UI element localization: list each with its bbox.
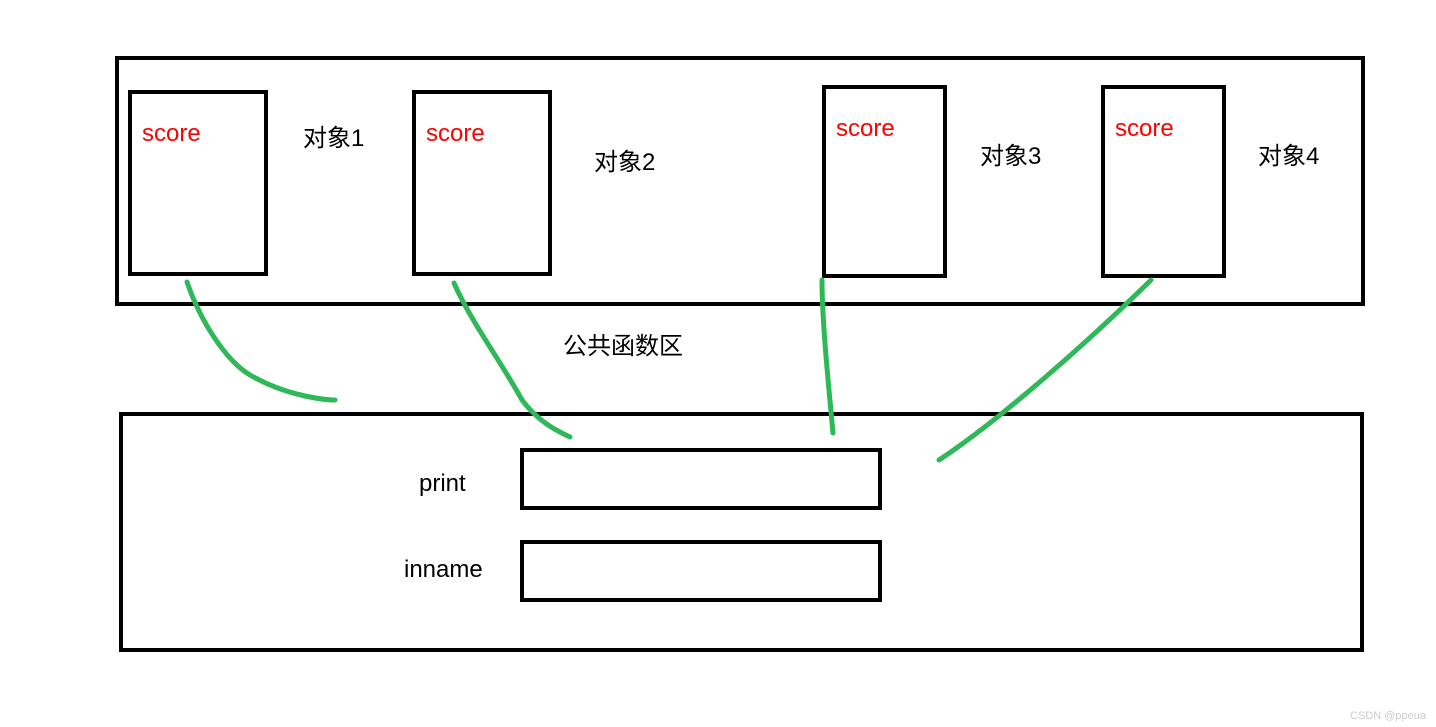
score-label-2: score	[426, 120, 485, 148]
object-label-3: 对象3	[980, 136, 1041, 171]
object-box-2	[412, 90, 552, 276]
object-label-2: 对象2	[594, 142, 655, 177]
score-label-4: score	[1115, 115, 1174, 143]
score-label-1: score	[142, 120, 201, 148]
function-label-print: print	[419, 470, 466, 498]
score-label-3: score	[836, 115, 895, 143]
watermark: CSDN @ppeua	[1350, 710, 1426, 722]
object-label-1: 对象1	[303, 118, 364, 153]
section-label: 公共函数区	[563, 326, 683, 361]
function-label-inname: inname	[404, 556, 483, 584]
object-box-4	[1101, 85, 1226, 278]
function-box-inname	[520, 540, 882, 602]
object-label-4: 对象4	[1258, 136, 1319, 171]
object-box-3	[822, 85, 947, 278]
function-box-print	[520, 448, 882, 510]
object-box-1	[128, 90, 268, 276]
